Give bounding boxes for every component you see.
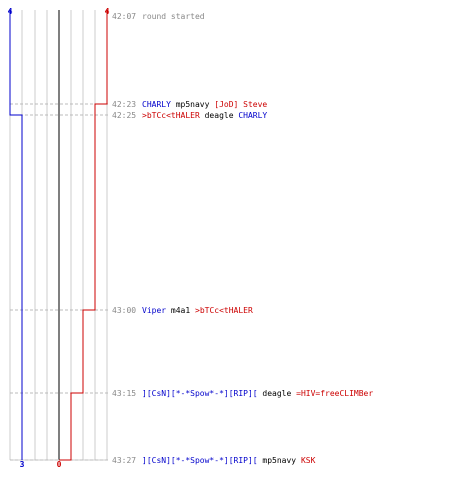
- event-text-part: Viper: [142, 306, 166, 315]
- event-text-part: deagle: [258, 389, 297, 398]
- event-text-part: round started: [142, 12, 205, 21]
- event-text-part: [JoD] Steve: [214, 100, 267, 109]
- event-text-part: KSK: [301, 456, 316, 465]
- red-start-count: 4: [105, 7, 110, 16]
- event-time: 42:23: [112, 100, 136, 109]
- red-team-alive-line: [59, 10, 108, 461]
- event-text-part: ][CsN][*-*Spow*-*][RIP][: [142, 389, 258, 398]
- event-description: CHARLY mp5navy [JoD] Steve: [142, 100, 267, 109]
- event-text-part: >bTCc<tHALER: [195, 306, 253, 315]
- event-text-part: >bTCc<tHALER: [142, 111, 200, 120]
- event-description: round started: [142, 12, 205, 21]
- event-description: ][CsN][*-*Spow*-*][RIP][ deagle =HIV=fre…: [142, 389, 373, 398]
- event-description: Viper m4a1 >bTCc<tHALER: [142, 306, 253, 315]
- blue-end-count: 3: [20, 460, 25, 469]
- event-time: 43:00: [112, 306, 136, 315]
- event-description: >bTCc<tHALER deagle CHARLY: [142, 111, 267, 120]
- event-text-part: CHARLY: [238, 111, 267, 120]
- event-text-part: m4a1: [166, 306, 195, 315]
- event-text-part: mp5navy: [171, 100, 214, 109]
- event-text-part: ][CsN][*-*Spow*-*][RIP][: [142, 456, 258, 465]
- event-text-part: CHARLY: [142, 100, 171, 109]
- kill-feed: 42:07 round started 42:23 CHARLY mp5navy [J…: [112, 12, 373, 465]
- event-time: 42:25: [112, 111, 136, 120]
- event-description: ][CsN][*-*Spow*-*][RIP][ mp5navy KSK: [142, 456, 316, 465]
- timeline-grid: [9, 10, 108, 461]
- event-time: 42:07: [112, 12, 136, 21]
- event-time: 43:15: [112, 389, 136, 398]
- red-end-count: 0: [57, 460, 62, 469]
- event-text-part: mp5navy: [258, 456, 301, 465]
- event-text-part: =HIV=freeCLIMBer: [296, 389, 373, 398]
- blue-team-alive-line: [9, 10, 23, 460]
- event-text-part: deagle: [200, 111, 239, 120]
- blue-start-count: 4: [8, 7, 13, 16]
- event-time: 43:27: [112, 456, 136, 465]
